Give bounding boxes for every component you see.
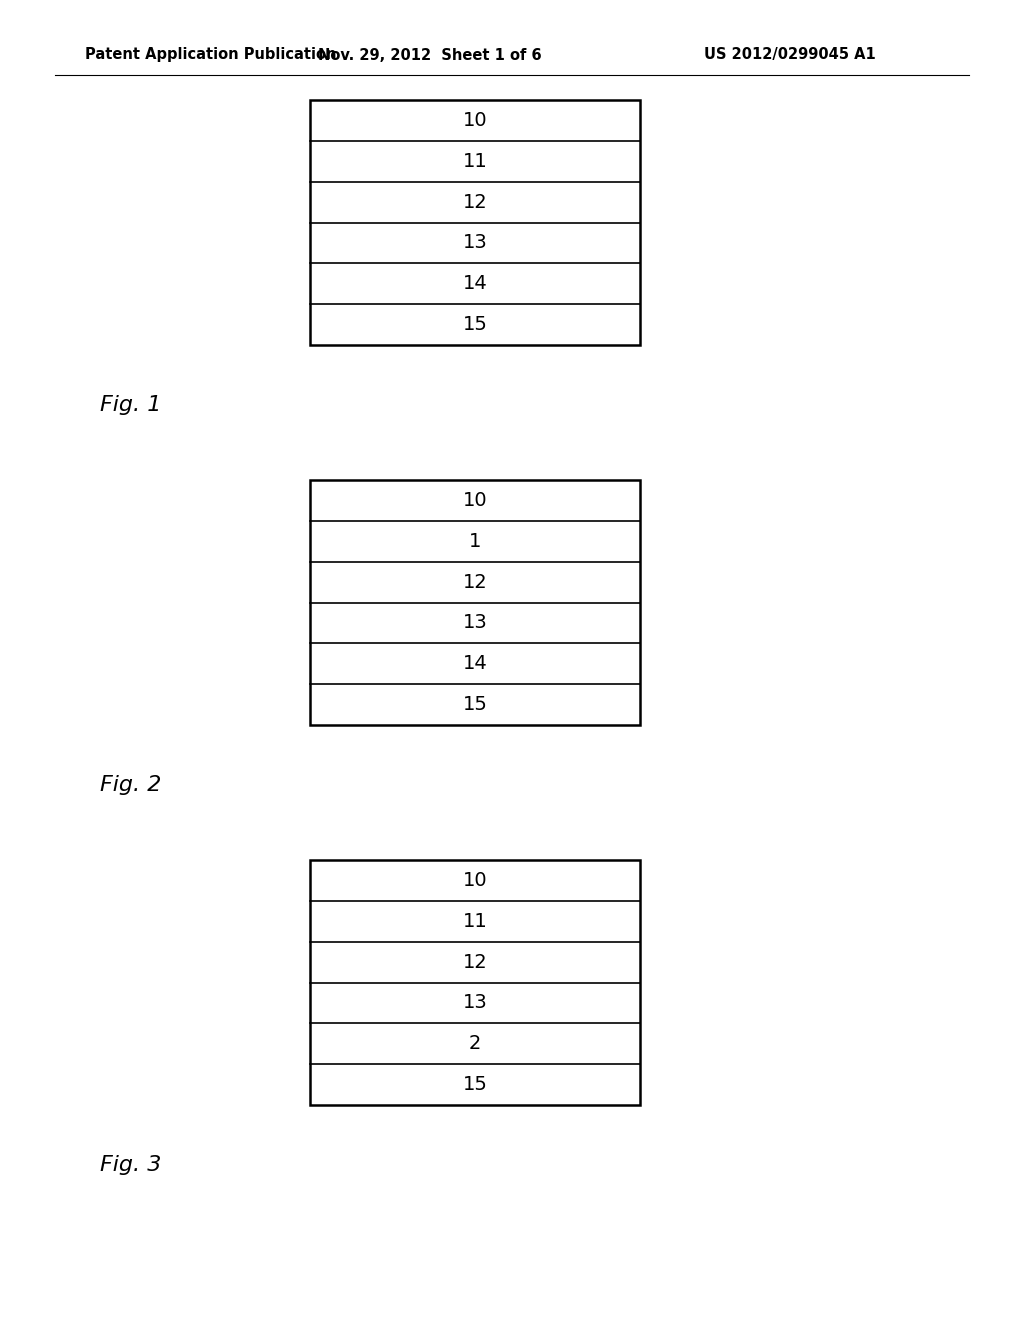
Text: 15: 15: [463, 1074, 487, 1094]
Text: 10: 10: [463, 491, 487, 510]
Text: 11: 11: [463, 152, 487, 170]
Text: 14: 14: [463, 655, 487, 673]
Text: 15: 15: [463, 696, 487, 714]
Text: 12: 12: [463, 193, 487, 211]
Text: Fig. 2: Fig. 2: [100, 775, 162, 795]
Text: 11: 11: [463, 912, 487, 931]
Text: Fig. 3: Fig. 3: [100, 1155, 162, 1175]
Bar: [310, 100, 640, 345]
Text: Patent Application Publication: Patent Application Publication: [85, 48, 337, 62]
Text: 2: 2: [469, 1035, 481, 1053]
Text: 14: 14: [463, 275, 487, 293]
Text: 10: 10: [463, 111, 487, 129]
Text: 1: 1: [469, 532, 481, 550]
Text: 15: 15: [463, 315, 487, 334]
Bar: [310, 480, 640, 725]
Text: 13: 13: [463, 994, 487, 1012]
Text: US 2012/0299045 A1: US 2012/0299045 A1: [705, 48, 876, 62]
Text: Fig. 1: Fig. 1: [100, 395, 162, 414]
Text: 12: 12: [463, 573, 487, 591]
Text: Nov. 29, 2012  Sheet 1 of 6: Nov. 29, 2012 Sheet 1 of 6: [318, 48, 542, 62]
Text: 13: 13: [463, 614, 487, 632]
Text: 10: 10: [463, 871, 487, 890]
Bar: [310, 861, 640, 1105]
Text: 13: 13: [463, 234, 487, 252]
Text: 12: 12: [463, 953, 487, 972]
